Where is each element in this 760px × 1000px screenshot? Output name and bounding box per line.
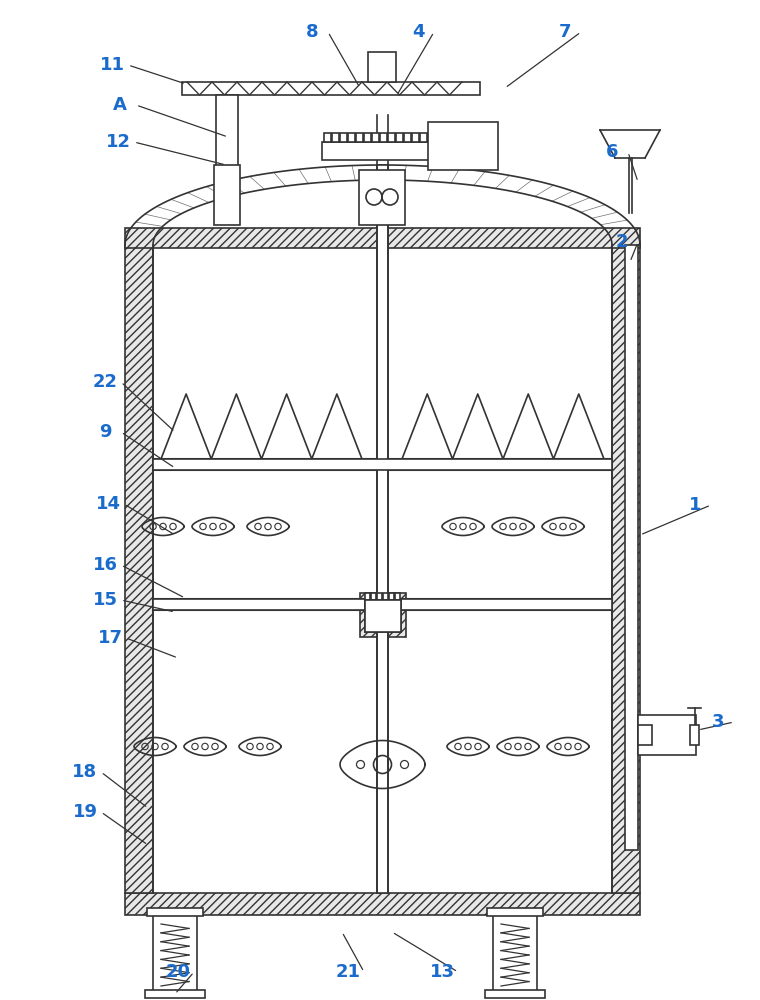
Bar <box>485 990 545 998</box>
Bar <box>380 133 387 142</box>
Bar <box>153 599 612 610</box>
Text: 12: 12 <box>106 133 131 151</box>
Bar <box>356 133 363 142</box>
Text: 17: 17 <box>97 629 122 647</box>
Bar <box>365 593 369 600</box>
Bar <box>427 122 498 170</box>
Text: 13: 13 <box>429 963 454 981</box>
Bar <box>364 133 371 142</box>
Bar <box>145 990 205 998</box>
Text: 8: 8 <box>306 23 318 41</box>
Text: 19: 19 <box>72 803 97 821</box>
Bar <box>359 170 405 225</box>
Text: 9: 9 <box>99 423 111 441</box>
Bar <box>638 725 652 745</box>
Text: 2: 2 <box>616 233 629 251</box>
Text: 3: 3 <box>712 713 724 731</box>
Bar <box>690 725 699 745</box>
Text: 4: 4 <box>412 23 424 41</box>
Bar <box>376 593 382 600</box>
Bar <box>153 459 612 470</box>
Text: 14: 14 <box>96 495 121 513</box>
Bar <box>182 82 480 95</box>
Bar <box>394 593 400 600</box>
Bar <box>359 593 406 637</box>
Bar <box>382 593 388 600</box>
Bar <box>412 133 419 142</box>
Text: 1: 1 <box>689 496 701 514</box>
Bar <box>388 133 394 142</box>
Bar <box>625 245 638 850</box>
Text: 6: 6 <box>606 143 618 161</box>
Bar <box>153 914 197 992</box>
Text: 7: 7 <box>559 23 572 41</box>
Bar <box>324 133 331 142</box>
Bar <box>340 133 347 142</box>
Bar <box>396 133 403 142</box>
Text: 20: 20 <box>166 963 191 981</box>
Text: 22: 22 <box>93 373 118 391</box>
Text: 11: 11 <box>100 56 125 74</box>
Bar <box>487 908 543 916</box>
Bar <box>125 228 640 248</box>
Bar <box>147 908 203 916</box>
Bar <box>125 245 153 893</box>
Bar <box>214 165 240 225</box>
Text: A: A <box>113 96 127 114</box>
Bar <box>493 914 537 992</box>
Bar <box>365 600 401 632</box>
Bar <box>404 133 410 142</box>
Bar <box>125 893 640 915</box>
Bar <box>638 715 696 755</box>
Bar <box>376 165 388 893</box>
Bar <box>372 133 378 142</box>
Bar <box>332 133 338 142</box>
Bar <box>436 133 442 142</box>
Bar <box>388 593 394 600</box>
Text: 16: 16 <box>93 556 118 574</box>
Bar <box>428 133 435 142</box>
Bar <box>420 133 426 142</box>
Bar <box>368 52 396 82</box>
Text: 21: 21 <box>335 963 360 981</box>
Bar <box>322 142 442 160</box>
Bar <box>371 593 375 600</box>
Bar <box>612 245 640 893</box>
Text: 15: 15 <box>93 591 118 609</box>
Text: 18: 18 <box>72 763 97 781</box>
Bar <box>216 95 238 215</box>
Bar <box>348 133 354 142</box>
Bar <box>365 600 401 632</box>
